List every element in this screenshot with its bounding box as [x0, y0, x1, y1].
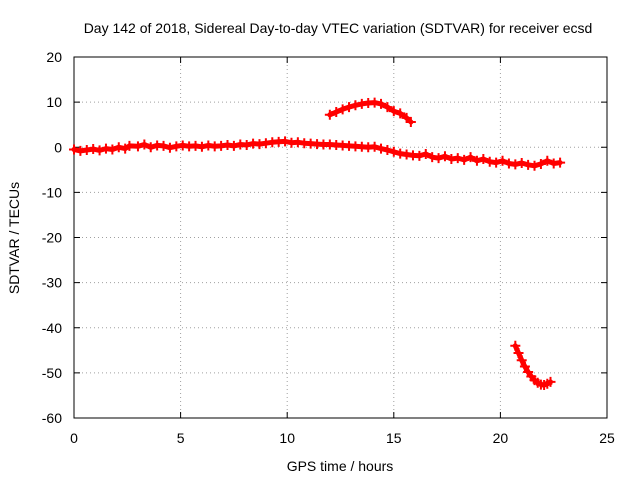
data-point — [459, 154, 470, 165]
y-tick-label: -50 — [42, 365, 62, 381]
data-marks — [69, 97, 566, 391]
data-point — [388, 106, 399, 117]
data-point — [376, 98, 387, 109]
y-tick-labels: -60 -50 -40 -30 -20 -10 0 10 20 — [42, 49, 62, 426]
x-tick-label: 10 — [279, 430, 295, 446]
y-tick-label: -30 — [42, 275, 62, 291]
data-point — [69, 144, 79, 155]
data-point — [519, 361, 530, 372]
data-point — [369, 141, 380, 152]
data-point — [529, 160, 540, 171]
data-point — [420, 149, 431, 160]
y-tick-label: -60 — [42, 410, 62, 426]
data-point — [350, 100, 361, 111]
y-tick-label: -40 — [42, 320, 62, 336]
data-point — [414, 150, 425, 161]
data-point — [433, 153, 444, 164]
data-point — [491, 157, 502, 168]
data-point — [241, 139, 252, 150]
x-tick-label: 20 — [493, 430, 509, 446]
data-point — [555, 157, 566, 168]
grid — [74, 57, 607, 418]
data-point — [337, 104, 348, 115]
x-axis-label: GPS time / hours — [287, 458, 394, 474]
x-tick-labels: 0 5 10 15 20 25 — [70, 430, 615, 446]
data-point — [510, 340, 521, 351]
y-tick-label: -10 — [42, 184, 62, 200]
y-tick-label: 10 — [46, 94, 62, 110]
data-point — [439, 151, 450, 162]
data-point — [516, 158, 527, 169]
data-point — [497, 155, 508, 166]
data-point — [516, 355, 527, 366]
data-point — [88, 144, 99, 155]
x-tick-label: 0 — [70, 430, 78, 446]
data-point — [452, 153, 463, 164]
data-point — [369, 97, 380, 108]
data-point — [388, 146, 399, 157]
data-point — [196, 141, 207, 152]
data-point — [107, 144, 118, 155]
y-tick-label: 20 — [46, 49, 62, 65]
data-point — [145, 142, 156, 153]
data-point — [132, 141, 143, 152]
data-point — [139, 139, 150, 150]
data-point — [545, 376, 556, 387]
data-point — [471, 155, 482, 166]
series-lower-arc — [510, 340, 556, 391]
data-point — [344, 102, 355, 113]
data-point — [542, 155, 553, 166]
x-tick-label: 5 — [177, 430, 185, 446]
x-tick-label: 15 — [386, 430, 402, 446]
data-point — [382, 144, 393, 155]
data-point — [395, 108, 406, 119]
series-main-track — [69, 136, 566, 171]
data-point — [280, 136, 291, 147]
series-upper-arc — [324, 97, 416, 127]
y-tick-label: 0 — [54, 139, 62, 155]
ticks — [73, 56, 608, 419]
data-point — [382, 102, 393, 113]
data-point — [376, 143, 387, 154]
data-point — [465, 152, 476, 163]
data-point — [164, 142, 175, 153]
data-point — [324, 109, 335, 120]
x-tick-label: 25 — [599, 430, 615, 446]
data-point — [513, 348, 524, 359]
y-axis-label: SDTVAR / TECUs — [6, 182, 22, 294]
y-tick-label: -20 — [42, 230, 62, 246]
data-point — [331, 107, 342, 118]
data-point — [228, 140, 239, 151]
data-point — [510, 159, 521, 170]
data-point — [535, 158, 546, 169]
data-point — [405, 116, 416, 127]
data-point — [94, 145, 105, 156]
data-point — [124, 140, 135, 151]
data-point — [113, 142, 124, 153]
chart-title: Day 142 of 2018, Sidereal Day-to-day VTE… — [84, 20, 593, 36]
data-point — [478, 153, 489, 164]
data-point — [158, 140, 169, 151]
